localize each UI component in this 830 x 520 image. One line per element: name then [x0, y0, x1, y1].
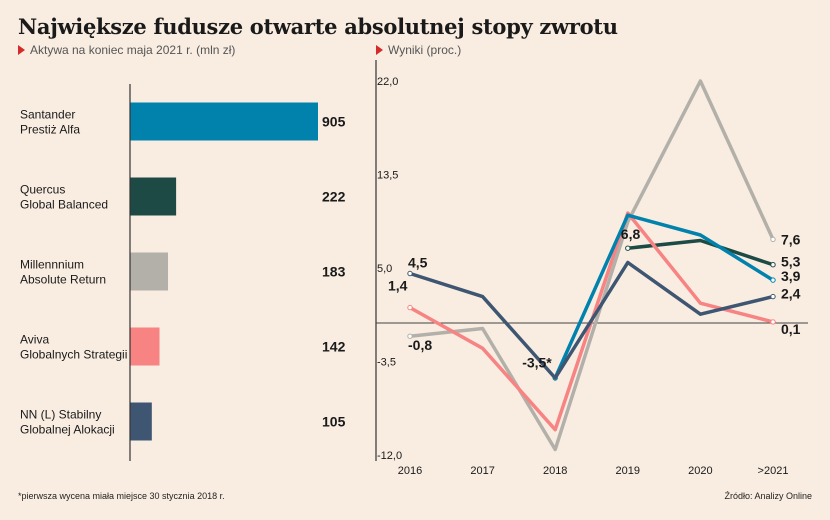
- x-tick-label: 2019: [616, 465, 640, 477]
- bar-category-label: NN (L) Stabilny Globalnej Alokacji: [20, 408, 115, 437]
- source-note: Źródło: Analizy Online: [724, 491, 812, 501]
- series-start-marker: [407, 304, 413, 311]
- bar-category-label-line: Absolute Return: [20, 273, 106, 287]
- bar-category-label-line: Aviva: [20, 333, 49, 347]
- bar: [130, 402, 152, 441]
- bar: [130, 327, 160, 366]
- bar-category-label: Quercus Global Balanced: [20, 183, 108, 212]
- data-label: 6,8: [621, 226, 641, 242]
- bar-category-label: Santander Prestiż Alfa: [20, 108, 80, 137]
- x-tick-label: 2016: [398, 465, 422, 477]
- bar-value-label: 905: [322, 114, 346, 130]
- series-line: [626, 238, 775, 267]
- bar-category-label: Aviva Globalnych Strategii: [20, 333, 127, 362]
- x-tick-label: 2017: [470, 465, 494, 477]
- bar: [130, 252, 169, 291]
- series-end-marker: [770, 293, 776, 300]
- bar-category-label: Millennnium Absolute Return: [20, 258, 106, 287]
- bar-category-label-line: Globalnych Strategii: [20, 348, 127, 362]
- data-label: 0,1: [781, 321, 801, 337]
- bar-chart-subtitle-text: Aktywa na koniec maja 2021 r. (mln zł): [30, 43, 236, 57]
- x-tick-label: 2020: [688, 465, 712, 477]
- x-tick-label: >2021: [758, 465, 789, 477]
- series-start-marker: [407, 270, 413, 277]
- series-line: [408, 260, 775, 380]
- bar-category-label-line: Santander: [20, 108, 75, 122]
- data-label: 5,3: [781, 254, 801, 270]
- series-end-marker: [770, 236, 776, 243]
- line-chart-subtitle-text: Wyniki (proc.): [388, 43, 462, 57]
- bar-chart: Santander Prestiż Alfa 905 Quercus Global Ba…: [20, 84, 346, 461]
- y-tick-label: 13,5: [377, 170, 398, 182]
- data-label: 3,9: [781, 268, 801, 284]
- bar-category-label-line: Globalnej Alokacji: [20, 423, 115, 437]
- series-end-marker: [770, 277, 776, 283]
- footnote: *pierwsza wycena miała miejsce 30 styczn…: [18, 491, 225, 501]
- y-tick-label: -12,0: [377, 450, 402, 462]
- series-line: [408, 79, 775, 452]
- bar-chart-subtitle: Aktywa na koniec maja 2021 r. (mln zł): [18, 43, 235, 57]
- series-start-marker: [625, 245, 631, 251]
- series-end-marker: [770, 319, 776, 325]
- data-label: 2,4: [781, 286, 801, 302]
- bar-category-label-line: Prestiż Alfa: [20, 123, 80, 137]
- x-tick-label: 2018: [543, 465, 567, 477]
- y-tick-label: 22,0: [377, 76, 398, 88]
- data-label: -3,5*: [522, 355, 552, 371]
- red-triangle-icon: [376, 45, 383, 55]
- bar: [130, 102, 318, 141]
- bar-value-label: 142: [322, 339, 346, 355]
- line-chart: 22,0 13,5 5,0 -3,5 -12,0 2016 2017 2018 2019 2020…: [375, 60, 808, 477]
- bar-category-label-line: Millennnium: [20, 258, 84, 272]
- bar-value-label: 105: [322, 414, 346, 430]
- data-label: 1,4: [388, 278, 408, 294]
- data-label: -0,8: [408, 337, 432, 353]
- bar-category-label-line: NN (L) Stabilny: [20, 408, 101, 422]
- bar: [130, 177, 177, 216]
- bar-category-label-line: Global Balanced: [20, 198, 108, 212]
- data-label: 7,6: [781, 231, 801, 247]
- line-chart-subtitle: Wyniki (proc.): [376, 43, 461, 57]
- data-label: 4,5: [408, 255, 428, 271]
- y-tick-label: -3,5: [377, 357, 396, 369]
- bar-category-label-line: Quercus: [20, 183, 65, 197]
- red-triangle-icon: [18, 45, 25, 55]
- series-end-marker: [770, 262, 776, 268]
- bar-value-label: 183: [322, 264, 346, 280]
- series-start-marker: [407, 333, 413, 339]
- bar-value-label: 222: [322, 189, 346, 205]
- y-tick-label: 5,0: [377, 263, 392, 275]
- series-line: [553, 213, 775, 380]
- chart-title: Największe fudusze otwarte absolutnej st…: [18, 14, 618, 39]
